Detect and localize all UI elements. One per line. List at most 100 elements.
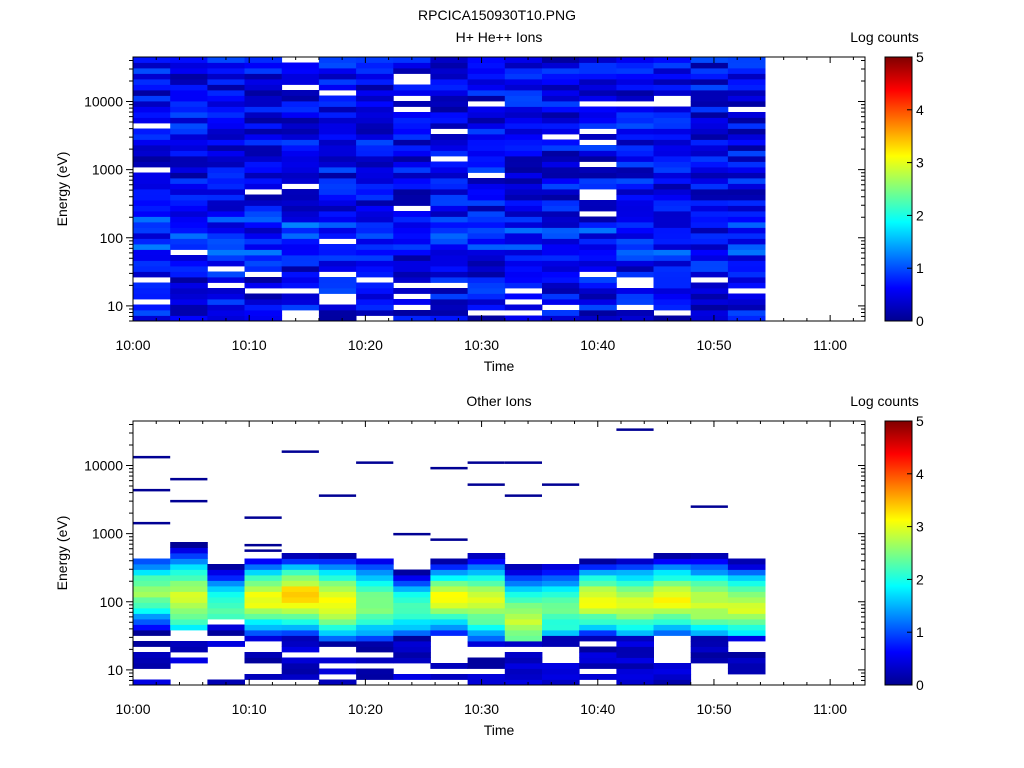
heatmap-cell bbox=[467, 112, 506, 118]
heatmap-cell bbox=[244, 564, 283, 570]
heatmap-cell bbox=[133, 211, 171, 217]
heatmap-cell bbox=[690, 178, 729, 184]
heatmap-cell bbox=[281, 277, 320, 283]
heatmap-cell bbox=[170, 167, 208, 173]
heatmap-cell bbox=[281, 564, 320, 570]
heatmap-cell bbox=[727, 580, 766, 587]
heatmap-cell bbox=[504, 657, 543, 664]
heatmap-cell bbox=[207, 68, 245, 74]
heatmap-cell bbox=[653, 613, 692, 620]
heatmap-cell bbox=[430, 260, 468, 267]
heatmap-cell bbox=[318, 266, 357, 272]
heatmap-cell bbox=[504, 128, 543, 135]
heatmap-cell bbox=[542, 613, 580, 620]
heatmap-cell bbox=[244, 68, 283, 74]
heatmap-cell bbox=[467, 167, 506, 173]
heatmap-cell bbox=[430, 244, 468, 250]
heatmap-cell bbox=[504, 194, 543, 201]
heatmap-cell bbox=[170, 499, 208, 503]
heatmap-cell bbox=[356, 134, 394, 140]
heatmap-cell bbox=[653, 227, 692, 234]
heatmap-cell bbox=[318, 260, 357, 267]
heatmap-cell bbox=[133, 106, 171, 113]
heatmap-cell bbox=[504, 117, 543, 124]
colorbar-frame bbox=[884, 420, 913, 686]
heatmap-cell bbox=[542, 608, 580, 614]
heatmap-cell bbox=[653, 630, 692, 636]
heatmap-cell bbox=[207, 101, 245, 107]
heatmap-cell bbox=[281, 101, 320, 107]
heatmap-cell bbox=[467, 238, 506, 245]
heatmap-cell bbox=[393, 150, 431, 157]
heatmap-cell bbox=[244, 150, 283, 157]
heatmap-cell bbox=[133, 62, 171, 69]
heatmap-cell bbox=[170, 553, 208, 559]
heatmap-cell bbox=[542, 591, 580, 598]
heatmap-cell bbox=[281, 282, 320, 289]
heatmap-cell bbox=[133, 139, 171, 146]
heatmap-cell bbox=[653, 266, 692, 272]
heatmap-cell bbox=[504, 591, 543, 598]
heatmap-cell bbox=[542, 249, 580, 256]
heatmap-cell bbox=[244, 222, 283, 228]
heatmap-cell bbox=[542, 663, 580, 669]
heatmap-cell bbox=[356, 128, 394, 135]
heatmap-cell bbox=[318, 73, 357, 80]
x-tick-label: 10:00 bbox=[115, 337, 150, 353]
heatmap-cell bbox=[690, 586, 729, 592]
heatmap-cell bbox=[579, 282, 617, 289]
heatmap-cell bbox=[207, 271, 245, 278]
heatmap-cell bbox=[318, 591, 357, 598]
x-tick-label: 11:00 bbox=[813, 337, 847, 353]
heatmap-cell bbox=[579, 310, 617, 316]
heatmap-cell bbox=[244, 227, 283, 234]
heatmap-cell bbox=[318, 641, 357, 647]
heatmap-cell bbox=[393, 68, 431, 74]
heatmap-cell bbox=[542, 211, 580, 217]
heatmap-cell bbox=[207, 641, 245, 647]
heatmap-cell bbox=[504, 167, 543, 173]
heatmap-cell bbox=[467, 128, 506, 135]
heatmap-cell bbox=[467, 227, 506, 234]
heatmap-cell bbox=[133, 564, 171, 570]
x-axis-label: Time bbox=[484, 358, 515, 374]
heatmap-cell bbox=[727, 57, 766, 63]
heatmap-cell bbox=[244, 95, 283, 102]
y-axis-label: Energy (eV) bbox=[54, 516, 70, 591]
heatmap-cell bbox=[616, 84, 654, 91]
heatmap-cell bbox=[504, 145, 543, 151]
heatmap-cell bbox=[504, 90, 543, 96]
heatmap-cell bbox=[207, 205, 245, 212]
plot-frame bbox=[132, 56, 866, 322]
heatmap-cell bbox=[170, 123, 208, 129]
heatmap-cell bbox=[318, 200, 357, 206]
heatmap-cell bbox=[393, 139, 431, 146]
heatmap-cell bbox=[690, 161, 729, 168]
heatmap-cell bbox=[653, 222, 692, 228]
heatmap-cell bbox=[690, 233, 729, 239]
heatmap-cell bbox=[244, 134, 283, 140]
heatmap-cell bbox=[356, 657, 394, 664]
heatmap-cell bbox=[467, 68, 506, 74]
heatmap-cell bbox=[579, 216, 617, 223]
heatmap-cell bbox=[207, 112, 245, 118]
heatmap-cell bbox=[467, 150, 506, 157]
heatmap-cell bbox=[653, 200, 692, 206]
heatmap-cell bbox=[170, 569, 208, 576]
heatmap-cell bbox=[133, 200, 171, 206]
heatmap-cell bbox=[727, 178, 766, 184]
heatmap-cell bbox=[727, 150, 766, 157]
heatmap-cell bbox=[690, 238, 729, 245]
heatmap-cell bbox=[430, 564, 468, 570]
heatmap-cell bbox=[579, 222, 617, 228]
heatmap-cell bbox=[207, 569, 245, 576]
heatmap-cell bbox=[170, 172, 208, 179]
heatmap-cell bbox=[616, 150, 654, 157]
heatmap-cell bbox=[244, 624, 283, 631]
heatmap-cell bbox=[467, 299, 506, 305]
heatmap-cell bbox=[653, 575, 692, 581]
heatmap-cell bbox=[467, 288, 506, 294]
heatmap-cell bbox=[281, 238, 320, 245]
heatmap-cell bbox=[133, 117, 171, 124]
